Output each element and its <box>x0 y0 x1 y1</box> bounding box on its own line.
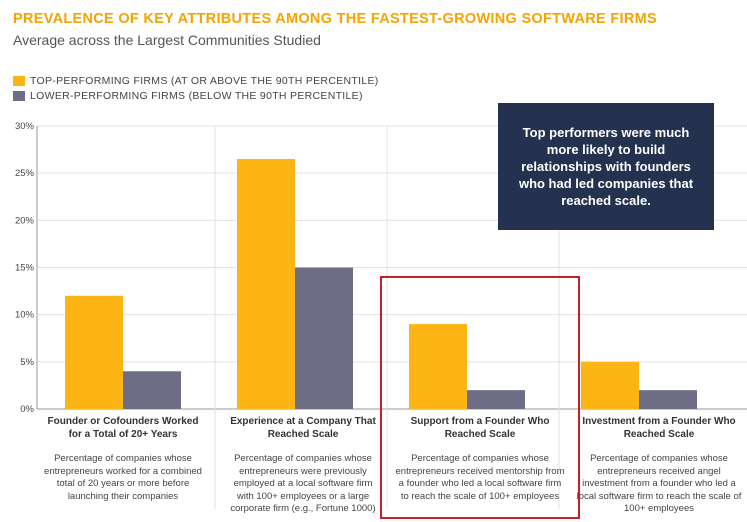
category-block-3: Support from a Founder Who Reached Scale… <box>394 416 566 503</box>
category-label-1: Founder or Cofounders Worked for a Total… <box>47 416 199 440</box>
category-desc-1: Percentage of companies whose entreprene… <box>44 453 202 502</box>
bar-lower-2 <box>295 267 353 409</box>
legend-swatch-top <box>13 75 25 86</box>
bar-lower-1 <box>123 371 181 409</box>
category-label-3: Support from a Founder Who Reached Scale <box>410 416 550 440</box>
legend: TOP-PERFORMING FIRMS (AT OR ABOVE THE 90… <box>13 73 379 103</box>
category-block-2: Experience at a Company That Reached Sca… <box>228 416 378 516</box>
y-tick-label: 25% <box>15 168 35 179</box>
chart-title: PREVALENCE OF KEY ATTRIBUTES AMONG THE F… <box>13 11 657 27</box>
category-block-1: Founder or Cofounders Worked for a Total… <box>44 416 202 503</box>
callout-box: Top performers were much more likely to … <box>498 103 714 230</box>
legend-label-lower: LOWER-PERFORMING FIRMS (BELOW THE 90TH P… <box>30 89 363 102</box>
chart-subtitle: Average across the Largest Communities S… <box>13 32 321 48</box>
y-tick-label: 20% <box>15 215 35 226</box>
y-tick-label: 0% <box>20 404 34 415</box>
legend-item-lower: LOWER-PERFORMING FIRMS (BELOW THE 90TH P… <box>13 88 379 103</box>
bar-top-1 <box>65 295 123 409</box>
legend-label-top: TOP-PERFORMING FIRMS (AT OR ABOVE THE 90… <box>30 74 379 87</box>
category-label-4: Investment from a Founder Who Reached Sc… <box>582 416 736 440</box>
highlight-box <box>380 276 580 519</box>
bar-lower-3 <box>467 390 525 409</box>
category-label-2: Experience at a Company That Reached Sca… <box>230 416 376 440</box>
category-block-4: Investment from a Founder Who Reached Sc… <box>574 416 744 516</box>
bar-top-2 <box>237 159 295 409</box>
category-desc-3: Percentage of companies whose entreprene… <box>395 453 565 502</box>
bar-lower-4 <box>639 390 697 409</box>
y-tick-label: 10% <box>15 310 35 321</box>
y-tick-label: 30% <box>15 121 35 132</box>
bar-top-4 <box>581 361 639 409</box>
bar-top-3 <box>409 324 467 409</box>
legend-swatch-lower <box>13 90 25 101</box>
y-tick-label: 15% <box>15 263 35 274</box>
legend-item-top: TOP-PERFORMING FIRMS (AT OR ABOVE THE 90… <box>13 73 379 88</box>
category-desc-2: Percentage of companies whose entreprene… <box>230 453 376 514</box>
category-desc-4: Percentage of companies whose entreprene… <box>576 453 742 514</box>
y-tick-label: 5% <box>20 357 34 368</box>
